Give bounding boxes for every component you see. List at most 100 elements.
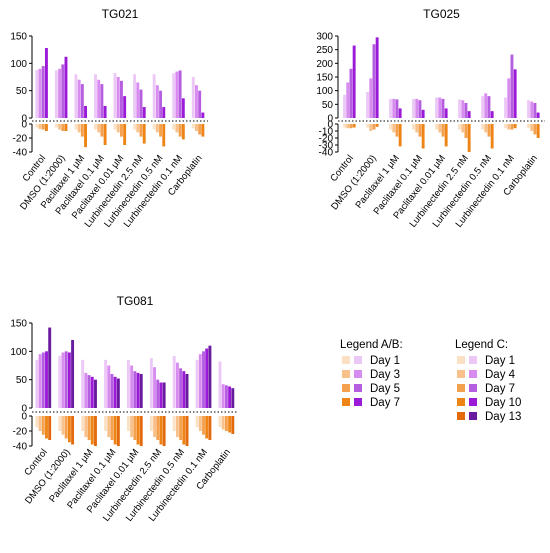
bar-upper — [48, 327, 52, 408]
bar-lower — [67, 416, 71, 443]
bar-upper — [94, 74, 97, 118]
bar-lower — [221, 416, 225, 430]
bar-lower — [162, 416, 166, 446]
bar-upper — [130, 365, 134, 408]
y-tick-label: 250 — [316, 45, 333, 56]
bar-upper — [107, 365, 111, 408]
bar-upper — [104, 359, 108, 408]
bar-upper — [136, 82, 140, 118]
bar-upper — [133, 74, 137, 118]
bar-upper — [369, 78, 373, 118]
legend-swatch-purple — [469, 398, 477, 406]
legend-swatch-orange — [457, 398, 465, 406]
legend-label: Day 3 — [370, 369, 400, 381]
bar-lower — [228, 416, 232, 433]
bar-lower — [94, 416, 97, 446]
bar-lower — [372, 124, 376, 130]
bar-lower — [201, 124, 205, 137]
y-tick-label: 0 — [327, 114, 333, 125]
bar-upper — [84, 372, 88, 408]
bar-lower — [104, 416, 108, 431]
bar-lower — [178, 124, 182, 137]
bar-lower — [224, 416, 228, 431]
bar-upper — [136, 372, 140, 408]
bar-lower — [71, 416, 75, 445]
bar-lower — [490, 124, 494, 149]
y-tick-label: -20 — [13, 134, 28, 145]
bar-lower — [162, 124, 166, 147]
legend-label: Day 7 — [485, 383, 515, 395]
bar-upper — [71, 340, 75, 408]
bar-lower — [45, 416, 48, 439]
legend-label: Day 1 — [370, 355, 400, 367]
bar-lower — [38, 416, 42, 431]
bar-lower — [484, 124, 488, 133]
bar-lower — [507, 124, 511, 130]
bar-lower — [412, 124, 415, 130]
bar-upper — [142, 107, 146, 118]
bar-lower — [139, 124, 143, 137]
bar-lower — [152, 124, 156, 130]
bar-upper — [181, 98, 185, 118]
y-tick-label: 150 — [10, 319, 27, 330]
bar-upper — [58, 355, 62, 408]
bar-lower — [100, 124, 104, 137]
bar-upper — [45, 351, 48, 408]
bar-lower — [120, 124, 123, 137]
bar-lower — [421, 124, 425, 149]
bar-upper — [94, 379, 97, 408]
bar-lower — [136, 416, 140, 445]
bar-upper — [35, 359, 39, 408]
bar-upper — [195, 85, 198, 118]
bar-lower — [349, 124, 353, 129]
bar-upper — [366, 92, 369, 118]
bar-upper — [375, 37, 379, 118]
y-tick-label: -20 — [13, 427, 28, 438]
bar-lower — [159, 124, 163, 137]
bar-upper — [100, 84, 104, 118]
bar-upper — [149, 358, 153, 408]
bar-lower — [61, 416, 65, 435]
bar-upper — [412, 98, 415, 118]
bar-lower — [155, 124, 159, 133]
bar-lower — [139, 416, 143, 446]
legend-swatch-purple — [354, 356, 362, 364]
bar-upper — [41, 352, 45, 408]
bar-upper — [175, 362, 179, 408]
bar-lower — [123, 124, 127, 145]
y-tick-label: 100 — [316, 86, 333, 97]
bar-lower — [435, 124, 438, 130]
legend-swatch-orange — [342, 370, 350, 378]
bar-upper — [84, 105, 87, 118]
bar-upper — [395, 99, 399, 118]
bar-lower — [352, 124, 356, 128]
bar-upper — [113, 376, 117, 408]
bar-upper — [64, 56, 68, 118]
bar-upper — [343, 94, 346, 118]
bar-upper — [120, 80, 123, 118]
chart-tg025: TG025050100150200250300-40-30-20-100Cont… — [316, 7, 545, 230]
bar-lower — [172, 124, 176, 130]
bar-upper — [81, 359, 85, 408]
bar-upper — [80, 84, 84, 118]
bar-lower — [464, 124, 468, 138]
y-tick-label: 100 — [10, 59, 27, 70]
bar-upper — [139, 89, 143, 118]
bar-lower — [77, 124, 81, 133]
legend-ab: Legend A/B: Day 1 Day 3 Day 5 Day 7 — [340, 339, 403, 409]
bar-upper — [536, 112, 540, 118]
bar-lower — [202, 416, 205, 435]
bar-lower — [41, 124, 45, 130]
bar-upper — [123, 96, 127, 118]
bar-upper — [178, 70, 182, 118]
bar-upper — [61, 64, 65, 118]
bar-lower — [389, 124, 392, 130]
bar-lower — [81, 416, 85, 431]
bar-upper — [228, 386, 232, 408]
bar-upper — [116, 77, 120, 118]
bar-lower — [41, 416, 45, 435]
bar-lower — [195, 124, 198, 131]
bar-lower — [113, 124, 117, 130]
legend-swatch-purple — [469, 384, 477, 392]
